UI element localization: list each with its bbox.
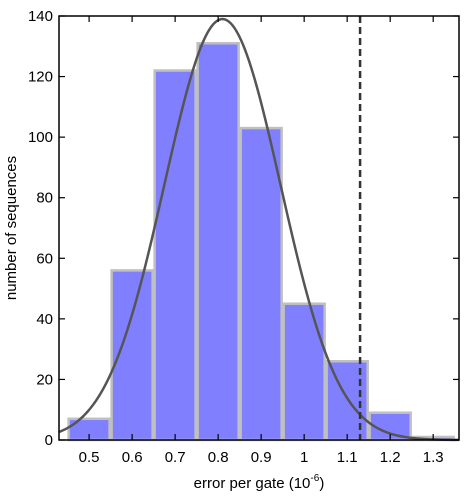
y-tick-label: 80: [36, 190, 53, 207]
bars-group: [67, 42, 455, 442]
x-tick-label: 1.2: [380, 449, 401, 466]
x-axis-title-text: error per gate (10: [194, 475, 311, 492]
histogram-bar: [282, 302, 326, 442]
x-tick-label: 0.9: [251, 449, 272, 466]
y-tick-label: 120: [28, 69, 53, 86]
y-axis-title: number of sequences: [3, 156, 20, 300]
x-axis-title-exponent: -6: [310, 473, 319, 484]
gaussian-fit-curve: [58, 17, 460, 442]
y-tick-label: 20: [36, 371, 53, 388]
x-tick-label: 1.3: [423, 449, 444, 466]
y-tick-label: 100: [28, 129, 53, 146]
histogram-bar: [196, 42, 240, 442]
x-tick-label: 1: [300, 449, 308, 466]
x-tick-label: 1.1: [337, 449, 358, 466]
histogram-bar: [153, 69, 197, 442]
histogram-bar: [239, 126, 283, 442]
y-tick-label: 140: [28, 8, 53, 25]
x-tick-label: 0.6: [122, 449, 143, 466]
x-tick-label: 0.8: [208, 449, 229, 466]
y-tick-label: 60: [36, 250, 53, 267]
x-axis-title: error per gate (10-6): [194, 473, 325, 492]
plot-frame: [58, 15, 460, 441]
y-axis-ticks: 0 20 40 60 80 100 120 140: [28, 8, 459, 449]
x-tick-label: 0.7: [165, 449, 186, 466]
y-tick-label: 0: [45, 432, 53, 449]
y-tick-label: 40: [36, 311, 53, 328]
x-tick-label: 0.5: [79, 449, 100, 466]
x-axis-ticks: 0.5 0.6 0.7 0.8 0.9 1 1.1 1.2 1.3: [79, 16, 444, 466]
x-axis-title-close: ): [319, 475, 324, 492]
